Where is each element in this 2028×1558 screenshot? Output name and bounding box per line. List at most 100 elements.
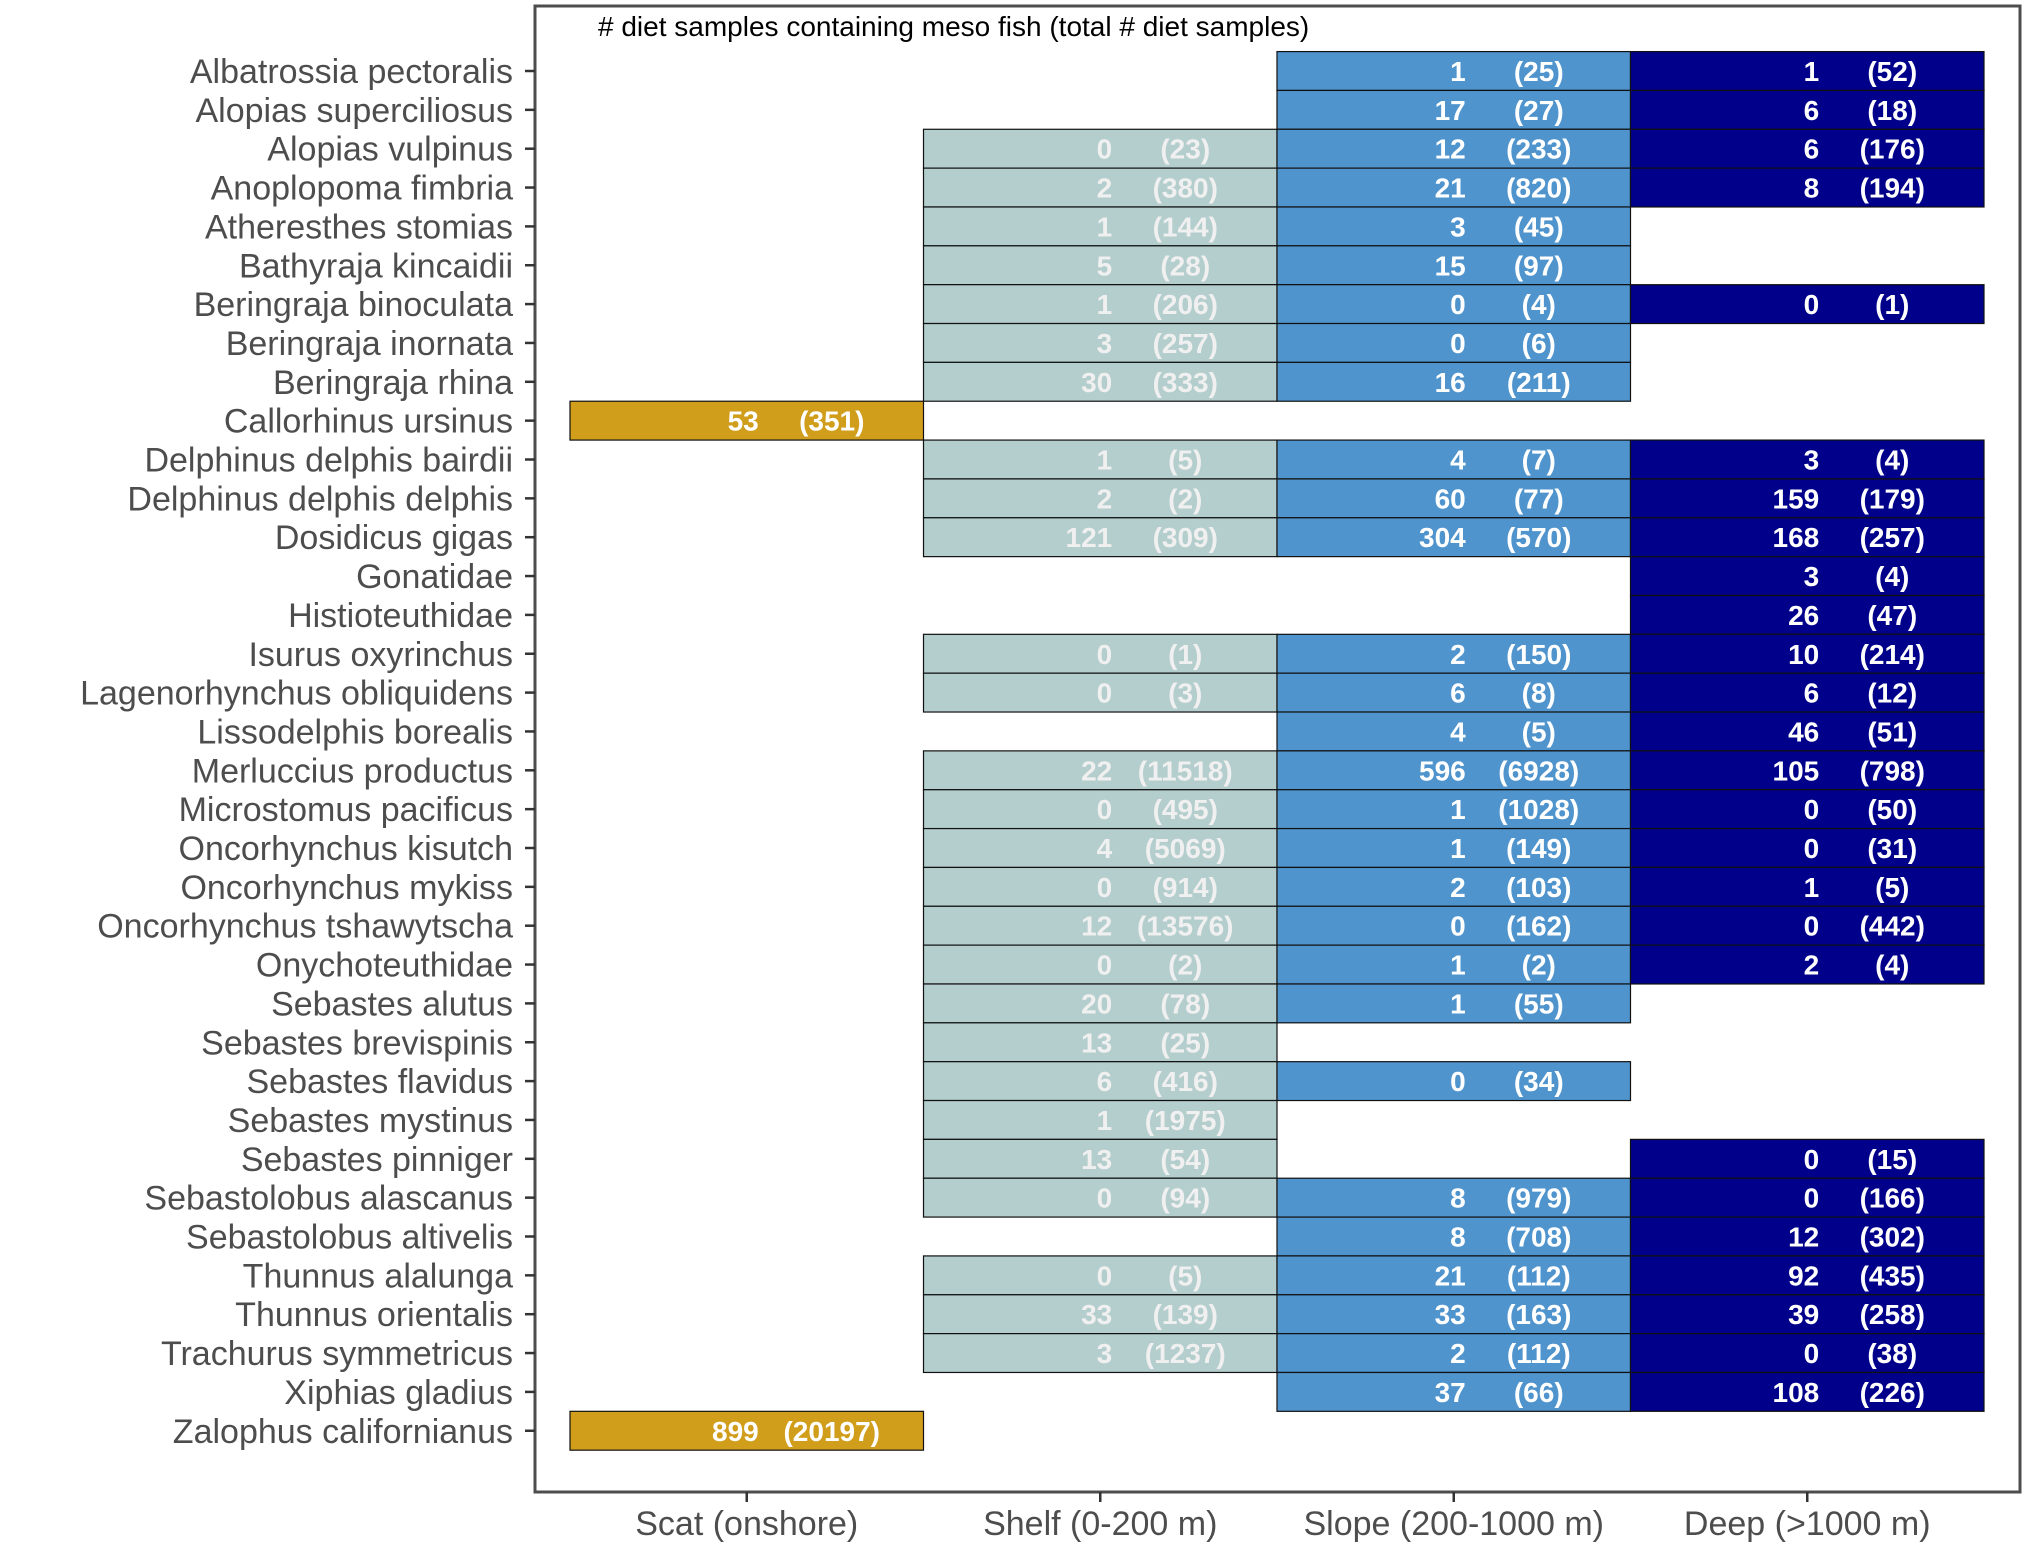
y-tick-label: Lagenorhynchus obliquidens	[80, 675, 513, 713]
cell-bar	[1629, 672, 1985, 713]
cell-count-label: 0	[1097, 794, 1113, 825]
cell-count-label: 0	[1804, 833, 1820, 864]
cell-bar	[922, 1177, 1278, 1218]
y-tick-label: Onychoteuthidae	[256, 947, 513, 985]
cell-total-label: (94)	[1160, 1183, 1210, 1214]
y-tick-label: Oncorhynchus mykiss	[180, 869, 513, 907]
cell-count-label: 12	[1081, 911, 1112, 942]
cell-total-label: (3)	[1168, 678, 1202, 709]
cell-shelf: 6 (416)	[922, 1061, 1278, 1102]
cell-shelf: 3 (1237)	[922, 1333, 1278, 1374]
cell-bar	[1276, 517, 1632, 558]
cell-scat: 53 (351)	[569, 400, 925, 441]
cell-total-label: (144)	[1153, 211, 1218, 242]
cell-total-label: (211)	[1507, 367, 1571, 398]
cell-count-label: 10	[1788, 639, 1819, 670]
cell-total-label: (150)	[1506, 639, 1571, 670]
cell-shelf: 1 (5)	[922, 439, 1278, 480]
cell-slope: 1 (25)	[1276, 50, 1632, 92]
cell-deep: 3 (4)	[1629, 439, 1985, 480]
cell-count-label: 92	[1788, 1260, 1819, 1291]
cell-total-label: (798)	[1860, 755, 1925, 786]
y-tick-label: Alopias vulpinus	[267, 131, 513, 169]
cell-total-label: (1237)	[1145, 1338, 1226, 1369]
cell-bar	[569, 400, 925, 441]
cell-slope: 4 (7)	[1276, 439, 1632, 480]
cell-bar	[922, 1255, 1278, 1296]
cell-bar	[1276, 1216, 1632, 1257]
cell-bar	[1276, 1061, 1632, 1102]
x-tick-label: Slope (200-1000 m)	[1303, 1505, 1604, 1543]
cell-deep: 39 (258)	[1629, 1294, 1985, 1335]
cell-count-label: 1	[1450, 56, 1466, 87]
cell-deep: 1 (52)	[1629, 50, 1985, 92]
cell-slope: 0 (6)	[1276, 322, 1632, 363]
y-tick-label: Albatrossia pectoralis	[190, 53, 513, 91]
cell-deep: 6 (176)	[1629, 128, 1985, 169]
cell-deep: 1 (5)	[1629, 866, 1985, 907]
cell-bar	[1276, 1294, 1632, 1335]
cell-slope: 0 (162)	[1276, 905, 1632, 946]
cell-count-label: 304	[1419, 522, 1466, 553]
cell-total-label: (226)	[1860, 1377, 1925, 1408]
cell-count-label: 3	[1097, 1338, 1113, 1369]
cell-count-label: 12	[1435, 134, 1466, 165]
cell-bar	[1276, 439, 1632, 480]
cell-total-label: (45)	[1514, 211, 1564, 242]
cell-count-label: 0	[1450, 328, 1466, 359]
cell-bar	[922, 983, 1278, 1024]
cell-shelf: 22 (11518)	[922, 750, 1278, 791]
y-tick-label: Sebastolobus altivelis	[186, 1219, 513, 1257]
cell-deep: 6 (18)	[1629, 89, 1985, 130]
cell-bar	[922, 284, 1278, 325]
cell-total-label: (2)	[1168, 950, 1202, 981]
y-tick-label: Beringraja binoculata	[194, 286, 514, 324]
cell-count-label: 6	[1097, 1066, 1113, 1097]
cell-count-label: 1	[1097, 289, 1113, 320]
cell-slope: 17 (27)	[1276, 89, 1632, 130]
cell-total-label: (77)	[1514, 483, 1564, 514]
cell-total-label: (112)	[1507, 1260, 1571, 1291]
cell-bar	[1276, 672, 1632, 713]
cell-shelf: 0 (94)	[922, 1177, 1278, 1218]
y-tick-label: Sebastes brevispinis	[201, 1024, 513, 1062]
cell-total-label: (25)	[1160, 1027, 1210, 1058]
y-tick-label: Sebastolobus alascanus	[144, 1180, 513, 1218]
cell-deep: 26 (47)	[1629, 594, 1985, 635]
cell-slope: 12 (233)	[1276, 128, 1632, 169]
cell-total-label: (233)	[1506, 134, 1571, 165]
y-tick-label: Sebastes mystinus	[228, 1102, 513, 1140]
cell-count-label: 13	[1081, 1027, 1112, 1058]
cell-count-label: 5	[1097, 250, 1113, 281]
cell-count-label: 1	[1097, 1105, 1113, 1136]
y-tick-label: Bathyraja kincaidii	[239, 247, 513, 285]
cell-bar	[922, 750, 1278, 791]
cell-shelf: 3 (257)	[922, 322, 1278, 363]
cell-total-label: (914)	[1153, 872, 1218, 903]
cell-count-label: 0	[1097, 872, 1113, 903]
cell-slope: 33 (163)	[1276, 1294, 1632, 1335]
cell-total-label: (302)	[1860, 1222, 1925, 1253]
cell-total-label: (442)	[1860, 911, 1925, 942]
cell-deep: 0 (31)	[1629, 827, 1985, 869]
y-tick-label: Lissodelphis borealis	[197, 713, 513, 751]
cell-deep: 0 (15)	[1629, 1138, 1985, 1179]
cell-total-label: (4)	[1875, 950, 1909, 981]
cell-shelf: 1 (206)	[922, 284, 1278, 325]
cell-bar	[922, 789, 1278, 830]
cell-slope: 21 (820)	[1276, 167, 1632, 208]
cell-scat: 899 (20197)	[569, 1410, 925, 1451]
cell-bar	[1629, 827, 1985, 869]
cell-bar	[1629, 1138, 1985, 1179]
y-tick-label: Sebastes alutus	[271, 985, 513, 1023]
cell-slope: 1 (149)	[1276, 827, 1632, 869]
cell-count-label: 4	[1450, 716, 1466, 747]
cell-bar	[922, 1138, 1278, 1179]
cell-count-label: 6	[1804, 95, 1820, 126]
cell-total-label: (4)	[1875, 445, 1909, 476]
y-tick-label: Atheresthes stomias	[205, 208, 513, 246]
cell-slope: 2 (112)	[1276, 1333, 1632, 1374]
y-tick-label: Alopias superciliosus	[196, 92, 514, 130]
cell-deep: 10 (214)	[1629, 633, 1985, 674]
y-tick-label: Oncorhynchus tshawytscha	[97, 908, 513, 946]
